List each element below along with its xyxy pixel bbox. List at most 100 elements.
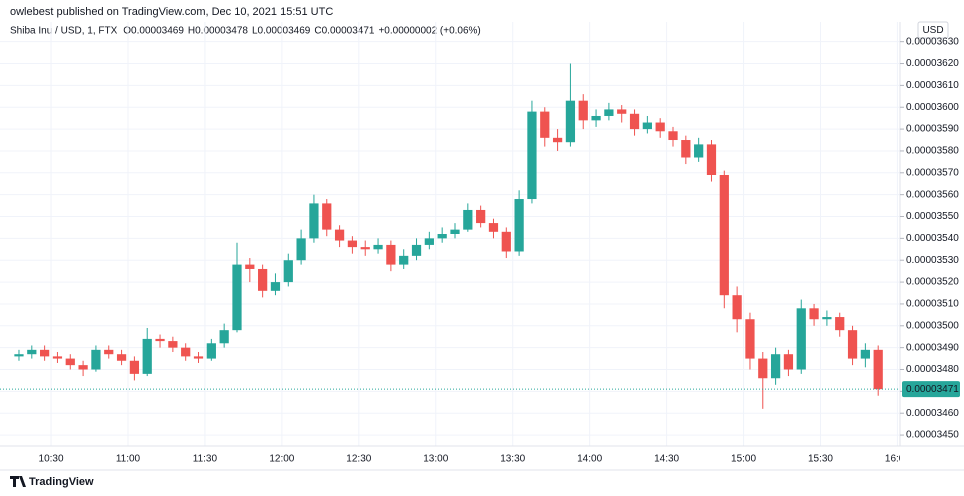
candle-body xyxy=(437,234,447,239)
candle-body xyxy=(424,238,434,245)
candle-body xyxy=(411,244,422,256)
brand: TradingView xyxy=(10,476,94,488)
candle-body xyxy=(283,260,293,283)
candle-body xyxy=(450,229,460,234)
y-tick-label: 0.00003580 xyxy=(906,146,959,157)
y-tick-label: 0.00003600 xyxy=(906,102,959,113)
candle-body xyxy=(219,330,229,344)
y-tick-label: 0.00003480 xyxy=(906,364,959,375)
candle-body xyxy=(809,308,819,320)
candle-body xyxy=(732,295,742,320)
candle-body xyxy=(873,349,883,390)
y-tick-label: 0.00003540 xyxy=(906,233,959,244)
y-tick-label: 0.00003560 xyxy=(906,189,959,200)
candle-body xyxy=(629,113,640,130)
x-tick-label: 11:00 xyxy=(116,454,141,465)
candle-body xyxy=(322,203,332,230)
brand-logo xyxy=(10,476,26,487)
y-tick-label: 0.00003550 xyxy=(906,211,959,222)
candle-body xyxy=(386,244,396,265)
candle-body xyxy=(245,264,255,269)
candle-body xyxy=(129,360,140,374)
ohlc-value: 0.00003478 xyxy=(195,26,248,37)
candle-body xyxy=(309,203,319,239)
y-tick-label: 0.00003620 xyxy=(906,58,959,69)
y-tick-label: 0.00003630 xyxy=(906,36,959,47)
candle-body xyxy=(206,343,216,359)
candle-body xyxy=(758,358,768,379)
candle-body xyxy=(347,240,358,248)
candle-body xyxy=(501,231,511,252)
candle-body xyxy=(488,223,499,232)
x-tick-label: 12:00 xyxy=(269,454,294,465)
y-tick-label: 0.00003610 xyxy=(906,80,959,91)
y-tick-label: 0.00003590 xyxy=(906,124,959,135)
currency-box xyxy=(917,21,949,39)
candle-body xyxy=(617,109,627,114)
candle-body xyxy=(591,115,601,121)
candle-body xyxy=(27,349,37,355)
candle-body xyxy=(463,209,473,230)
candle-body xyxy=(52,356,63,359)
candle-body xyxy=(655,122,665,132)
x-tick-label: 15:30 xyxy=(808,454,833,465)
ohlc-key: H xyxy=(188,26,195,37)
x-tick-label: 10:30 xyxy=(39,454,64,465)
candle-body xyxy=(694,144,704,158)
brand-name: TradingView xyxy=(29,476,94,488)
x-tick-label: 13:00 xyxy=(423,454,448,465)
chart-title: owlebest published on TradingView.com, D… xyxy=(10,6,333,18)
candle-body xyxy=(296,238,306,261)
candle-body xyxy=(540,111,550,138)
candle-body xyxy=(193,356,204,359)
candle-body xyxy=(399,255,409,265)
candle-body xyxy=(334,229,345,241)
symbol-label: Shiba Inu / USD, 1, FTX xyxy=(10,26,118,37)
candle-body xyxy=(40,349,50,357)
x-tick-label: 16:00 xyxy=(885,454,910,465)
candle-body xyxy=(604,109,614,116)
x-tick-label: 11:30 xyxy=(193,454,218,465)
candle-body xyxy=(104,349,114,355)
candle-body xyxy=(552,137,563,143)
candle-body xyxy=(847,330,858,359)
change-label: +0.00000002 (+0.06%) xyxy=(378,26,480,37)
candle-body xyxy=(681,140,691,158)
candle-body xyxy=(796,308,806,370)
candle-body xyxy=(770,354,781,379)
legend: Shiba Inu / USD, 1, FTX O 0.00003469 H 0.000… xyxy=(10,26,481,37)
candle-body xyxy=(719,174,729,296)
candle-body xyxy=(860,349,870,359)
candle-body xyxy=(642,122,652,130)
y-tick-label: 0.00003570 xyxy=(906,167,959,178)
candle-body xyxy=(258,268,268,291)
ohlc-key: C xyxy=(314,26,321,37)
candle-body xyxy=(168,341,178,348)
x-tick-label: 12:30 xyxy=(346,454,371,465)
y-tick-label: 0.00003500 xyxy=(906,320,959,331)
candle-body xyxy=(476,209,486,224)
candle-body xyxy=(706,144,717,175)
y-tick-label: 0.00003520 xyxy=(906,277,959,288)
candle-body xyxy=(527,111,537,200)
x-axis: 10:30 11:00 11:30 12:00 12:30 13:00 13:30 14:00… xyxy=(39,454,910,465)
x-tick-label: 14:00 xyxy=(577,454,602,465)
candle-body xyxy=(232,264,242,331)
candle-body xyxy=(270,282,281,291)
y-tick-label: 0.00003530 xyxy=(906,255,959,266)
candle-body xyxy=(835,317,845,331)
y-tick-label: 0.00003450 xyxy=(906,430,959,441)
ohlc-value: 0.00003471 xyxy=(322,26,375,37)
candle-body xyxy=(155,338,165,342)
candle-body xyxy=(65,358,75,366)
candle-body xyxy=(822,317,832,320)
candle-body xyxy=(514,199,524,252)
candle-body xyxy=(668,131,678,141)
candle-body xyxy=(14,354,24,357)
ohlc-key: O xyxy=(123,26,131,37)
candle-body xyxy=(142,338,152,374)
candle-body xyxy=(578,100,588,121)
grid xyxy=(0,22,900,446)
